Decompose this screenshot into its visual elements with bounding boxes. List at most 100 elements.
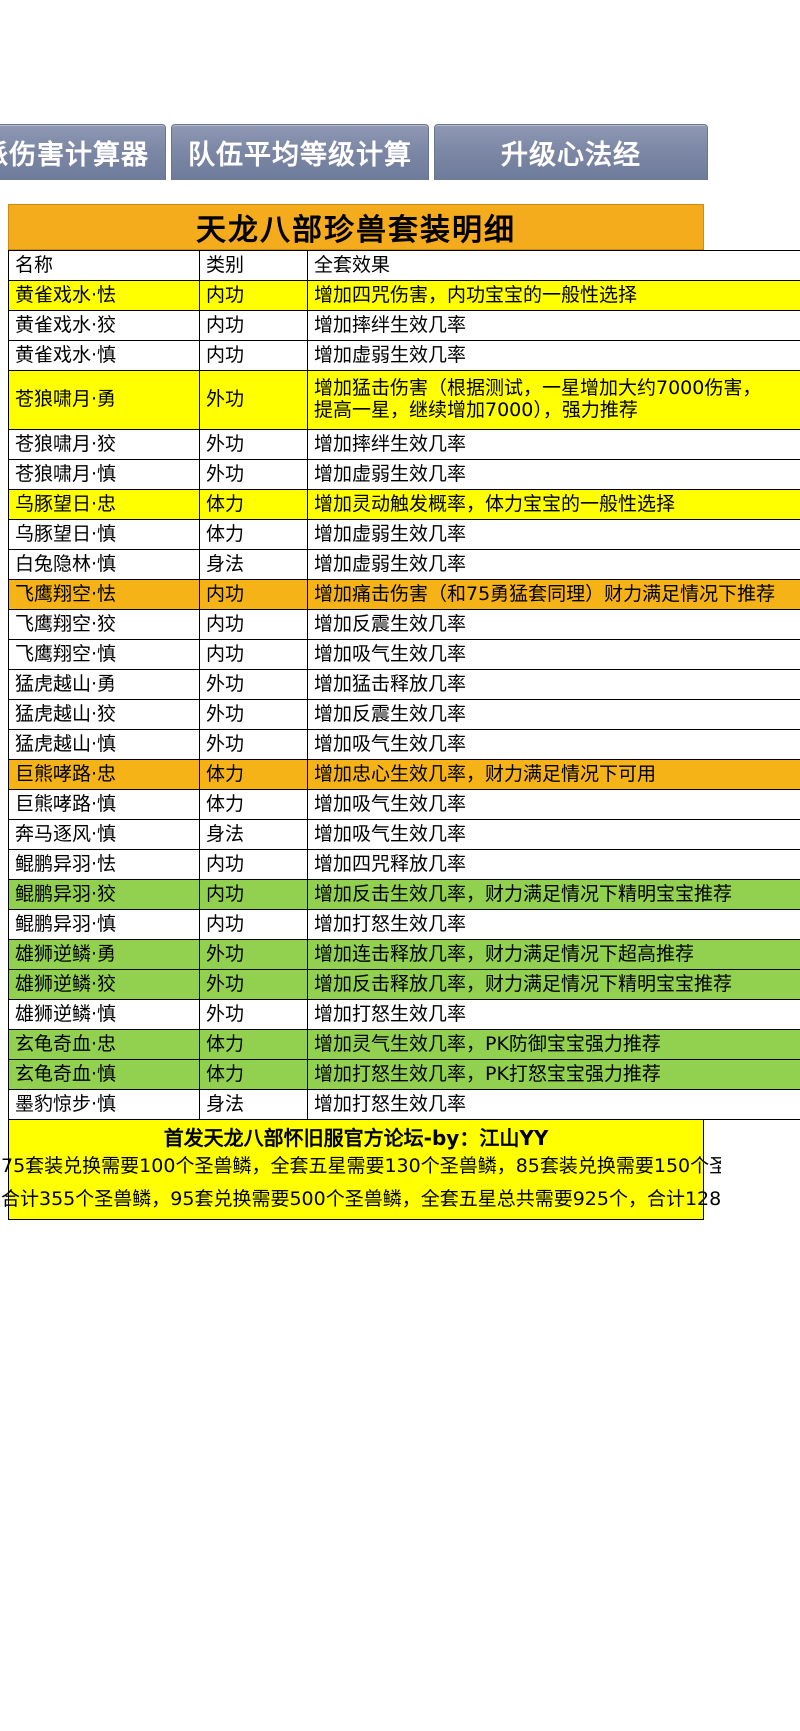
table-row[interactable]: 雄狮逆鳞·慎 外功 增加打怒生效几率	[8, 999, 800, 1030]
footer-note-line-2: 合计355个圣兽鳞，95套兑换需要500个圣兽鳞，全套五星总共需要925个，合计…	[1, 1188, 721, 1211]
column-header: 全套效果	[307, 250, 800, 281]
sheet-title-text: 天龙八部珍兽套装明细	[196, 213, 516, 248]
table-row[interactable]: 鲲鹏异羽·慎 内功 增加打怒生效几率	[8, 909, 800, 940]
table-row[interactable]: 墨豹惊步·慎 身法 增加打怒生效几率	[8, 1089, 800, 1120]
table-row[interactable]: 黄雀戏水·慎 内功 增加虚弱生效几率	[8, 340, 800, 371]
table-row[interactable]: 巨熊哮路·慎 体力 增加吸气生效几率	[8, 789, 800, 820]
cell-effect: 增加猛击释放几率	[307, 669, 800, 700]
cell-effect: 增加吸气生效几率	[307, 639, 800, 670]
cell-type: 外功	[199, 370, 308, 430]
footer-credit: 首发天龙八部怀旧服官方论坛-by：江山YY	[163, 1125, 549, 1150]
table-row[interactable]: 玄龟奇血·忠 体力 增加灵气生效几率，PK防御宝宝强力推荐	[8, 1029, 800, 1060]
table-row[interactable]: 鲲鹏异羽·怯 内功 增加四咒释放几率	[8, 849, 800, 880]
cell-effect: 增加摔绊生效几率	[307, 429, 800, 460]
cell-name: 墨豹惊步·慎	[8, 1089, 200, 1120]
cell-name: 苍狼啸月·狡	[8, 429, 200, 460]
tab-damage-calculator[interactable]: 门派伤害计算器	[0, 124, 166, 180]
cell-type: 体力	[199, 1029, 308, 1060]
cell-type: 身法	[199, 549, 308, 580]
table-row[interactable]: 飞鹰翔空·慎 内功 增加吸气生效几率	[8, 639, 800, 670]
cell-effect: 增加反震生效几率	[307, 609, 800, 640]
cell-effect: 增加吸气生效几率	[307, 729, 800, 760]
cell-effect: 增加四咒伤害，内功宝宝的一般性选择	[307, 280, 800, 311]
table-row[interactable]: 苍狼啸月·慎 外功 增加虚弱生效几率	[8, 459, 800, 490]
cell-effect: 增加连击释放几率，财力满足情况下超高推荐	[307, 939, 800, 970]
cell-name: 苍狼啸月·勇	[8, 370, 200, 430]
table-row[interactable]: 飞鹰翔空·狡 内功 增加反震生效几率	[8, 609, 800, 640]
cell-effect: 增加四咒释放几率	[307, 849, 800, 880]
cell-name: 飞鹰翔空·狡	[8, 609, 200, 640]
tab-upgrade-mental-method[interactable]: 升级心法经	[434, 124, 708, 180]
cell-name: 黄雀戏水·慎	[8, 340, 200, 371]
cell-type: 体力	[199, 789, 308, 820]
table-row[interactable]: 黄雀戏水·狡 内功 增加摔绊生效几率	[8, 310, 800, 341]
tab-team-average-level[interactable]: 队伍平均等级计算	[171, 124, 429, 180]
cell-name: 巨熊哮路·慎	[8, 789, 200, 820]
table-row[interactable]: 猛虎越山·狡 外功 增加反震生效几率	[8, 699, 800, 730]
cell-effect: 增加虚弱生效几率	[307, 459, 800, 490]
cell-type: 外功	[199, 429, 308, 460]
cell-name: 猛虎越山·狡	[8, 699, 200, 730]
table-row[interactable]: 雄狮逆鳞·勇 外功 增加连击释放几率，财力满足情况下超高推荐	[8, 939, 800, 970]
pet-set-table: 名称 类别 全套效果 黄雀戏水·怯 内功 增加四咒伤害，内功宝宝的一般性选择 黄雀戏水·狡内…	[8, 250, 800, 1120]
table-row[interactable]: 飞鹰翔空·怯 内功 增加痛击伤害（和75勇猛套同理）财力满足情况下推荐	[8, 579, 800, 610]
cell-effect: 增加打怒生效几率	[307, 999, 800, 1030]
table-row[interactable]: 白兔隐林·慎 身法 增加虚弱生效几率	[8, 549, 800, 580]
cell-type: 外功	[199, 459, 308, 490]
table-row[interactable]: 奔马逐风·慎 身法 增加吸气生效几率	[8, 819, 800, 850]
cell-effect: 增加吸气生效几率	[307, 819, 800, 850]
tab-label: 门派伤害计算器	[0, 140, 149, 171]
table-row[interactable]: 乌豚望日·忠 体力 增加灵动触发概率，体力宝宝的一般性选择	[8, 489, 800, 520]
cell-name: 黄雀戏水·怯	[8, 280, 200, 311]
cell-name: 鲲鹏异羽·慎	[8, 909, 200, 940]
cell-type: 外功	[199, 729, 308, 760]
cell-name: 乌豚望日·慎	[8, 519, 200, 550]
cell-name: 鲲鹏异羽·狡	[8, 879, 200, 910]
cell-name: 黄雀戏水·狡	[8, 310, 200, 341]
cell-name: 巨熊哮路·忠	[8, 759, 200, 790]
cell-type: 内功	[199, 579, 308, 610]
cell-type: 外功	[199, 939, 308, 970]
cell-name: 雄狮逆鳞·勇	[8, 939, 200, 970]
table-header-row: 名称 类别 全套效果	[8, 250, 800, 281]
table-body: 名称 类别 全套效果 黄雀戏水·怯 内功 增加四咒伤害，内功宝宝的一般性选择 黄雀戏水·狡内…	[8, 250, 800, 1120]
cell-effect: 增加虚弱生效几率	[307, 519, 800, 550]
cell-type: 内功	[199, 310, 308, 341]
table-row[interactable]: 猛虎越山·慎 外功 增加吸气生效几率	[8, 729, 800, 760]
cell-type: 内功	[199, 280, 308, 311]
cell-name: 猛虎越山·慎	[8, 729, 200, 760]
cell-effect: 增加打怒生效几率	[307, 909, 800, 940]
table-row[interactable]: 玄龟奇血·慎 体力 增加打怒生效几率，PK打怒宝宝强力推荐	[8, 1059, 800, 1090]
cell-type: 体力	[199, 759, 308, 790]
column-header: 类别	[199, 250, 308, 281]
tab-label: 升级心法经	[501, 140, 641, 171]
table-row[interactable]: 巨熊哮路·忠 体力 增加忠心生效几率，财力满足情况下可用	[8, 759, 800, 790]
cell-type: 体力	[199, 1059, 308, 1090]
table-row[interactable]: 苍狼啸月·狡 外功 增加摔绊生效几率	[8, 429, 800, 460]
cell-type: 身法	[199, 1089, 308, 1120]
cell-name: 飞鹰翔空·慎	[8, 639, 200, 670]
cell-effect: 增加摔绊生效几率	[307, 310, 800, 341]
cell-effect: 增加虚弱生效几率	[307, 340, 800, 371]
table-row[interactable]: 乌豚望日·慎 体力 增加虚弱生效几率	[8, 519, 800, 550]
cell-name: 鲲鹏异羽·怯	[8, 849, 200, 880]
cell-name: 猛虎越山·勇	[8, 669, 200, 700]
cell-effect: 增加虚弱生效几率	[307, 549, 800, 580]
table-row[interactable]: 黄雀戏水·怯 内功 增加四咒伤害，内功宝宝的一般性选择	[8, 280, 800, 311]
table-row[interactable]: 苍狼啸月·勇 外功 增加猛击伤害（根据测试，一星增加大约7000伤害， 提高一星，继续…	[8, 370, 800, 430]
tab-bar: 门派伤害计算器 队伍平均等级计算 升级心法经	[0, 124, 800, 180]
cell-type: 内功	[199, 639, 308, 670]
tab-label: 队伍平均等级计算	[188, 140, 412, 171]
footer-note-line-1: 75套装兑换需要100个圣兽鳞，全套五星需要130个圣兽鳞，85套装兑换需要15…	[1, 1155, 721, 1177]
table-row[interactable]: 鲲鹏异羽·狡 内功 增加反击生效几率，财力满足情况下精明宝宝推荐	[8, 879, 800, 910]
cell-effect: 增加反击生效几率，财力满足情况下精明宝宝推荐	[307, 879, 800, 910]
table-row[interactable]: 雄狮逆鳞·狡 外功 增加反击释放几率，财力满足情况下精明宝宝推荐	[8, 969, 800, 1000]
table-row[interactable]: 猛虎越山·勇 外功 增加猛击释放几率	[8, 669, 800, 700]
cell-type: 外功	[199, 999, 308, 1030]
cell-type: 外功	[199, 969, 308, 1000]
cell-name: 飞鹰翔空·怯	[8, 579, 200, 610]
cell-type: 外功	[199, 699, 308, 730]
cell-type: 内功	[199, 849, 308, 880]
cell-effect: 增加反击释放几率，财力满足情况下精明宝宝推荐	[307, 969, 800, 1000]
cell-effect: 增加吸气生效几率	[307, 789, 800, 820]
